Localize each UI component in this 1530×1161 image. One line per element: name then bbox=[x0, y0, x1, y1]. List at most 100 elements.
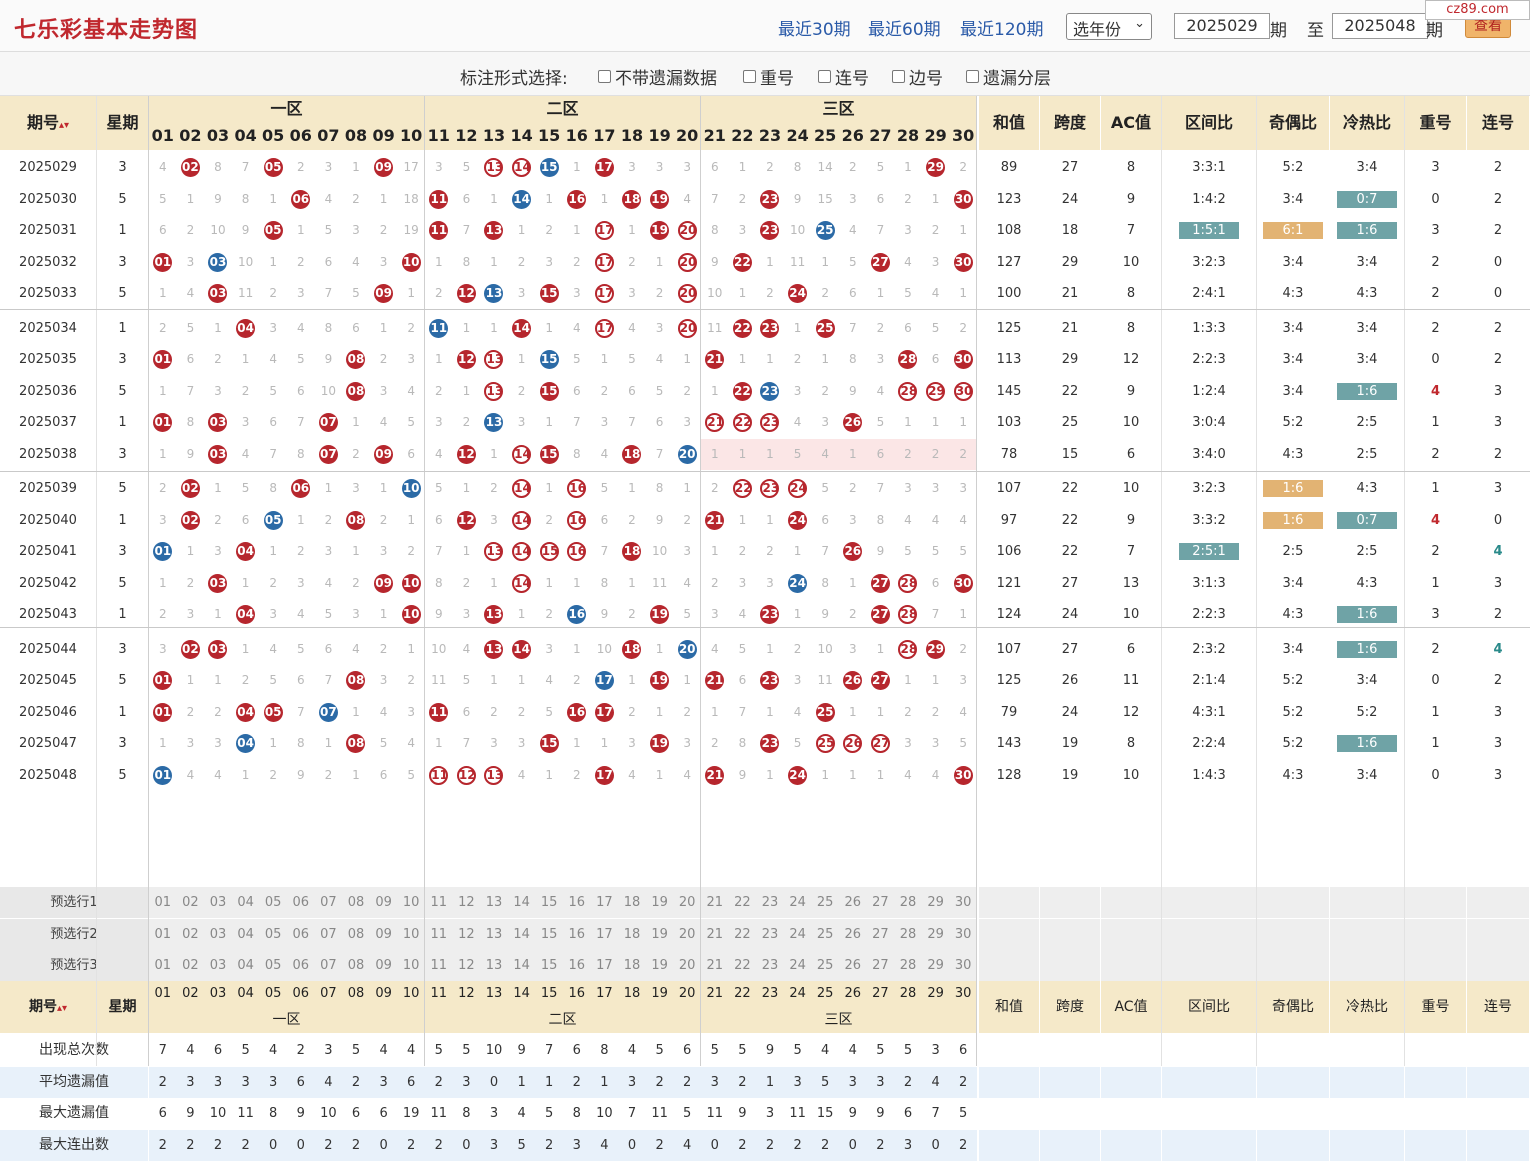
preselect-number[interactable]: 17 bbox=[590, 918, 619, 950]
preselect-number[interactable]: 24 bbox=[783, 918, 812, 950]
option-repeat[interactable]: 重号 bbox=[743, 64, 794, 89]
preselect-number[interactable]: 13 bbox=[480, 950, 508, 981]
preselect-number[interactable]: 08 bbox=[342, 950, 370, 981]
recent-120-link[interactable]: 最近120期 bbox=[960, 20, 1044, 40]
preselect-number[interactable]: 26 bbox=[839, 950, 867, 981]
preselect-number[interactable]: 18 bbox=[618, 918, 646, 950]
preselect-number[interactable]: 26 bbox=[839, 887, 867, 918]
preselect-number[interactable]: 16 bbox=[563, 887, 591, 918]
preselect-number[interactable]: 24 bbox=[783, 887, 812, 918]
preselect-number[interactable]: 11 bbox=[425, 887, 453, 918]
preselect-number[interactable]: 13 bbox=[480, 918, 508, 950]
preselect-number[interactable]: 30 bbox=[949, 918, 977, 950]
preselect-number[interactable]: 06 bbox=[287, 887, 315, 918]
preselect-number[interactable]: 22 bbox=[728, 887, 757, 918]
preselect-number[interactable]: 25 bbox=[811, 887, 839, 918]
preselect-number[interactable]: 22 bbox=[728, 918, 757, 950]
issue-footer-header[interactable]: 期号▴▾ bbox=[0, 981, 96, 1033]
preselect-number[interactable]: 28 bbox=[894, 887, 922, 918]
year-select[interactable]: 选年份 ⌄ bbox=[1066, 13, 1152, 40]
checkbox-icon[interactable] bbox=[598, 70, 611, 83]
preselect-number[interactable]: 12 bbox=[452, 918, 481, 950]
preselect-number[interactable]: 04 bbox=[231, 950, 260, 981]
preselect-number[interactable]: 30 bbox=[949, 950, 977, 981]
preselect-number[interactable]: 07 bbox=[314, 918, 343, 950]
preselect-number[interactable]: 12 bbox=[452, 950, 481, 981]
preselect-number[interactable]: 26 bbox=[839, 918, 867, 950]
preselect-number[interactable]: 07 bbox=[314, 950, 343, 981]
preselect-number[interactable]: 24 bbox=[783, 950, 812, 981]
preselect-number[interactable]: 03 bbox=[204, 887, 232, 918]
preselect-number[interactable]: 27 bbox=[866, 950, 895, 981]
checkbox-icon[interactable] bbox=[818, 70, 831, 83]
preselect-number[interactable]: 08 bbox=[342, 918, 370, 950]
preselect-number[interactable]: 03 bbox=[204, 950, 232, 981]
preselect-number[interactable]: 21 bbox=[701, 918, 729, 950]
checkbox-icon[interactable] bbox=[966, 70, 979, 83]
preselect-number[interactable]: 30 bbox=[949, 887, 977, 918]
option-edge[interactable]: 边号 bbox=[892, 64, 943, 89]
preselect-number[interactable]: 23 bbox=[756, 918, 784, 950]
recent-30-link[interactable]: 最近30期 bbox=[778, 20, 851, 40]
preselect-number[interactable]: 25 bbox=[811, 918, 839, 950]
option-layer[interactable]: 遗漏分层 bbox=[966, 64, 1051, 89]
preselect-number[interactable]: 09 bbox=[369, 918, 398, 950]
preselect-number[interactable]: 04 bbox=[231, 918, 260, 950]
preselect-number[interactable]: 11 bbox=[425, 918, 453, 950]
preselect-number[interactable]: 13 bbox=[480, 887, 508, 918]
preselect-number[interactable]: 05 bbox=[259, 918, 287, 950]
preselect-number[interactable]: 09 bbox=[369, 950, 398, 981]
preselect-number[interactable]: 19 bbox=[645, 887, 674, 918]
preselect-number[interactable]: 28 bbox=[894, 918, 922, 950]
preselect-number[interactable]: 17 bbox=[590, 950, 619, 981]
to-issue-input[interactable]: 2025048 bbox=[1332, 13, 1428, 39]
preselect-number[interactable]: 14 bbox=[507, 950, 536, 981]
preselect-number[interactable]: 19 bbox=[645, 918, 674, 950]
preselect-number[interactable]: 27 bbox=[866, 918, 895, 950]
preselect-number[interactable]: 14 bbox=[507, 918, 536, 950]
option-no-missing[interactable]: 不带遗漏数据 bbox=[598, 64, 717, 89]
preselect-number[interactable]: 17 bbox=[590, 887, 619, 918]
preselect-number[interactable]: 22 bbox=[728, 950, 757, 981]
preselect-number[interactable]: 02 bbox=[176, 950, 205, 981]
preselect-number[interactable]: 05 bbox=[259, 887, 287, 918]
preselect-number[interactable]: 10 bbox=[397, 887, 425, 918]
preselect-number[interactable]: 02 bbox=[176, 887, 205, 918]
option-consecutive[interactable]: 连号 bbox=[818, 64, 869, 89]
recent-60-link[interactable]: 最近60期 bbox=[868, 20, 941, 40]
sort-icon[interactable]: ▴▾ bbox=[56, 1003, 68, 1014]
preselect-number[interactable]: 19 bbox=[645, 950, 674, 981]
preselect-number[interactable]: 01 bbox=[149, 887, 177, 918]
preselect-number[interactable]: 20 bbox=[673, 950, 701, 981]
preselect-number[interactable]: 29 bbox=[921, 950, 950, 981]
preselect-number[interactable]: 16 bbox=[563, 918, 591, 950]
preselect-number[interactable]: 06 bbox=[287, 918, 315, 950]
preselect-number[interactable]: 10 bbox=[397, 918, 425, 950]
checkbox-icon[interactable] bbox=[743, 70, 756, 83]
preselect-number[interactable]: 20 bbox=[673, 887, 701, 918]
preselect-number[interactable]: 02 bbox=[176, 918, 205, 950]
preselect-number[interactable]: 25 bbox=[811, 950, 839, 981]
preselect-number[interactable]: 09 bbox=[369, 887, 398, 918]
preselect-number[interactable]: 29 bbox=[921, 887, 950, 918]
preselect-number[interactable]: 20 bbox=[673, 918, 701, 950]
preselect-number[interactable]: 23 bbox=[756, 950, 784, 981]
preselect-number[interactable]: 29 bbox=[921, 918, 950, 950]
preselect-number[interactable]: 28 bbox=[894, 950, 922, 981]
preselect-number[interactable]: 01 bbox=[149, 918, 177, 950]
preselect-number[interactable]: 21 bbox=[701, 887, 729, 918]
preselect-number[interactable]: 15 bbox=[535, 887, 563, 918]
preselect-number[interactable]: 08 bbox=[342, 887, 370, 918]
issue-header[interactable]: 期号▴▾ bbox=[0, 96, 96, 150]
preselect-number[interactable]: 15 bbox=[535, 918, 563, 950]
preselect-number[interactable]: 18 bbox=[618, 887, 646, 918]
preselect-number[interactable]: 14 bbox=[507, 887, 536, 918]
preselect-number[interactable]: 05 bbox=[259, 950, 287, 981]
preselect-number[interactable]: 12 bbox=[452, 887, 481, 918]
preselect-number[interactable]: 27 bbox=[866, 887, 895, 918]
preselect-number[interactable]: 10 bbox=[397, 950, 425, 981]
preselect-number[interactable]: 06 bbox=[287, 950, 315, 981]
checkbox-icon[interactable] bbox=[892, 70, 905, 83]
preselect-number[interactable]: 01 bbox=[149, 950, 177, 981]
preselect-number[interactable]: 16 bbox=[563, 950, 591, 981]
